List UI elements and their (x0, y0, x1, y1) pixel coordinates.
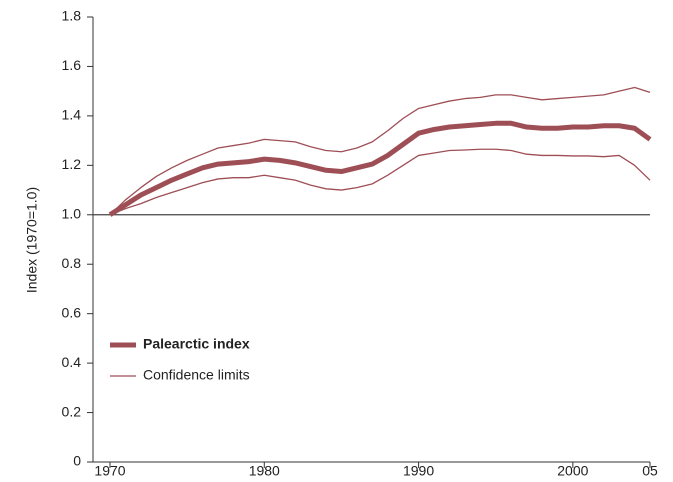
y-tick-label: 0.6 (62, 304, 82, 320)
y-tick-label: 0 (73, 453, 81, 469)
line (108, 120, 652, 217)
x-tick-label: 2000 (557, 463, 588, 479)
line (109, 148, 651, 216)
legend-label: Palearctic index (143, 336, 250, 352)
x-tick-label: 05 (642, 463, 658, 479)
x-tick-label: 1990 (403, 463, 434, 479)
y-tick-label: 0.4 (62, 354, 82, 370)
y-tick-label: 1.8 (62, 8, 82, 24)
y-tick-label: 1.6 (62, 57, 82, 73)
y-tick-label: 0.8 (62, 255, 82, 271)
y-tick-label: 0.2 (62, 403, 82, 419)
x-tick-label: 1970 (94, 463, 125, 479)
legend-label: Confidence limits (143, 367, 250, 383)
y-tick-label: 1.2 (62, 156, 82, 172)
y-tick-label: 1.0 (62, 205, 82, 221)
y-tick-label: 1.4 (62, 107, 82, 123)
y-axis-label: Index (1970=1.0) (24, 187, 40, 293)
line (109, 86, 651, 216)
x-tick-label: 1980 (249, 463, 280, 479)
